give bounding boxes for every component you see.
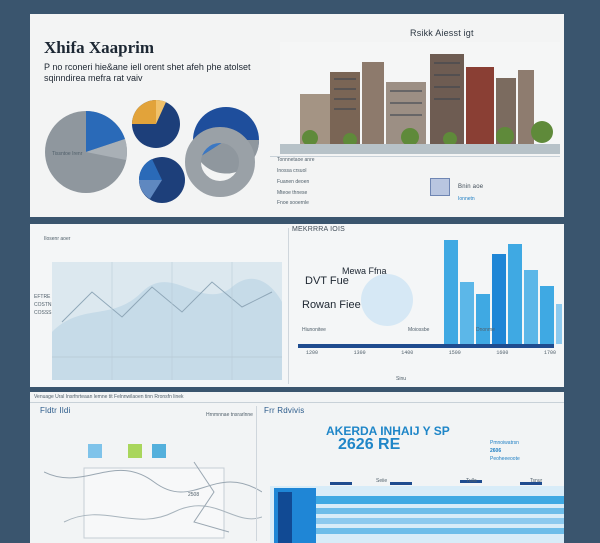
bar-label-2: Moiossbe xyxy=(408,327,430,333)
inner-label-3: Rowan Fiee xyxy=(302,299,361,311)
right-badge-sub: Ionnetn xyxy=(458,196,475,202)
table-label: Seiie xyxy=(376,478,388,484)
bar xyxy=(540,286,554,344)
table-label: Tsnur xyxy=(530,478,543,484)
big-title: AKERDA INHAIJ Y SP xyxy=(326,424,450,438)
side-label-2: 2606 xyxy=(490,448,502,454)
inner-label-1: Mewa Ffna xyxy=(342,266,387,276)
pie-chart-large xyxy=(45,110,127,193)
tick-label: 1400 xyxy=(401,350,414,356)
bar xyxy=(524,270,538,344)
top-right-label: Rsikk Aiesst igt xyxy=(410,28,474,38)
bottom-left-sub: Hrnmnnae tnsrarlnne xyxy=(206,412,253,418)
sketch-map xyxy=(44,461,262,539)
building-caption-2: Inossa crsuol xyxy=(277,168,307,174)
building-caption-5: Fnoe sooernle xyxy=(277,200,309,206)
bar-chart xyxy=(298,240,562,348)
right-badge-label: Bnin aoe xyxy=(458,184,484,190)
bottom-banner: Venuage Ural Insrfnrteaan lemne tit Feln… xyxy=(34,394,184,400)
big-number: 2626 RE xyxy=(338,436,401,453)
table-label: Tulla xyxy=(466,478,477,484)
tick-label: 1200 xyxy=(306,350,319,356)
left-label-3: COSSS xyxy=(34,310,52,316)
faded-map xyxy=(52,262,282,380)
legend-chip xyxy=(152,444,166,458)
pie-chart-grey-ring xyxy=(185,127,255,197)
pie-caption: Tissntoe Irenr xyxy=(52,151,83,157)
bar-label-3: Dnonme xyxy=(476,327,495,333)
middle-left-header: Ilosenr aoer xyxy=(44,236,71,242)
side-label-1: Pmnoiwatrsn xyxy=(490,440,519,446)
page-title: Xhifa Xaaprim xyxy=(44,38,155,57)
left-label-2: COSTN xyxy=(34,302,52,308)
middle-chart-title: MEKRRRA IOIS xyxy=(292,226,345,233)
building-illustration xyxy=(280,42,560,154)
building-caption-1: Tonnnetaoe anre xyxy=(277,157,315,163)
pie-chart-navy xyxy=(138,157,185,203)
bar xyxy=(460,282,474,344)
tick-label: 1300 xyxy=(353,350,366,356)
tick-label: 1700 xyxy=(543,350,556,356)
bar xyxy=(444,240,458,344)
bar xyxy=(508,244,522,344)
bottom-infographic-panel: Venuage Ural Insrfnrteaan lemne tit Feln… xyxy=(30,392,564,543)
bar xyxy=(492,254,506,344)
pie-chart-gold xyxy=(132,99,180,148)
bar xyxy=(476,294,490,344)
inner-label-2: DVT Fue xyxy=(305,275,349,287)
building-caption-3: Fuanen deoen xyxy=(277,179,310,185)
side-label-3: Peoheeeoote xyxy=(490,456,520,462)
legend-chip xyxy=(88,444,102,458)
footer-label: Sinu xyxy=(396,376,407,382)
legend-chip xyxy=(128,444,142,458)
top-infographic-panel: Xhifa Xaaprim P no rconeri hie&ane iell … xyxy=(30,14,564,217)
tick-row: 1200 1300 1400 1500 1600 1700 xyxy=(306,350,556,356)
pie-charts-group xyxy=(45,99,260,203)
bar-series xyxy=(444,240,562,344)
badge-icon xyxy=(430,178,450,196)
bar-label-1: Hiunonitee xyxy=(302,327,326,333)
middle-infographic-panel: Ilosenr aoer EFTRE COSTN COSSS MEKRRRA I… xyxy=(30,224,564,387)
bar xyxy=(556,304,562,344)
building-caption-4: Mteoe thnese xyxy=(277,190,308,196)
bottom-left-header: Fldtr Ildi xyxy=(40,406,71,415)
blue-table-chart xyxy=(270,480,564,543)
map-label: 2508 xyxy=(188,492,200,498)
subtitle-line-1: P no rconeri hie&ane iell orent shet afe… xyxy=(44,62,251,72)
tick-label: 1600 xyxy=(496,350,509,356)
subtitle-line-2: sqinndirea mefra rat vaiv xyxy=(44,73,143,83)
tick-label: 1500 xyxy=(448,350,461,356)
left-label-1: EFTRE xyxy=(34,294,51,300)
bottom-right-header: Frr Rdvivis xyxy=(264,406,305,415)
